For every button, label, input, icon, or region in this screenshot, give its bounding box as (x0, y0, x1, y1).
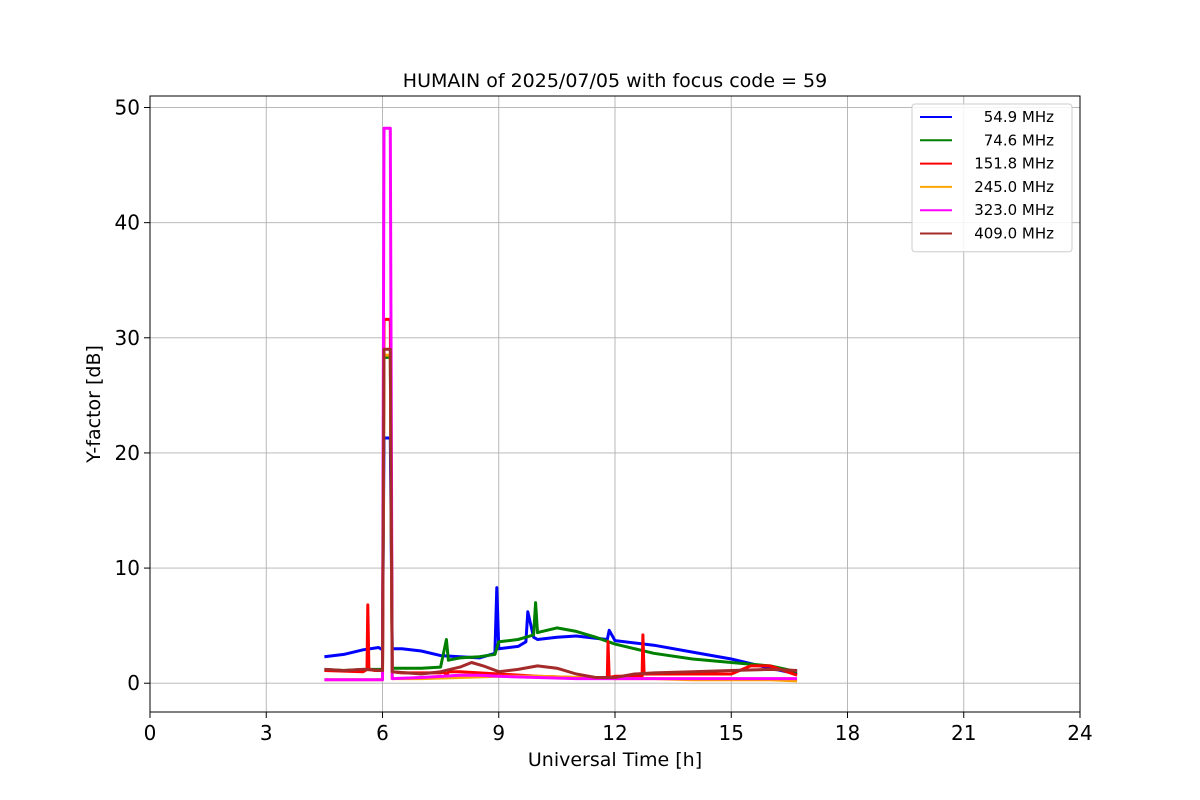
series-lines (324, 126, 798, 683)
y-tick-label: 0 (127, 671, 140, 695)
y-axis-label: Y-factor [dB] (83, 345, 105, 464)
y-tick-label: 20 (115, 441, 140, 465)
series-line-0 (324, 436, 798, 676)
legend: 54.9 MHz 74.6 MHz 151.8 MHz 245.0 MHz 323.0 … (911, 103, 1073, 253)
chart-title: HUMAIN of 2025/07/05 with focus code = 5… (403, 70, 827, 92)
y-tick-label: 40 (115, 211, 140, 235)
y-tick-label: 10 (115, 556, 140, 580)
x-tick-label: 12 (602, 721, 627, 745)
legend-label-1: 74.6 MHz (984, 131, 1054, 149)
series-line-5 (324, 347, 798, 679)
x-tick-label: 3 (260, 721, 273, 745)
series-line-2 (324, 317, 798, 679)
series-line-4 (324, 126, 798, 682)
legend-label-3: 245.0 MHz (974, 178, 1054, 196)
y-axis-ticks: 0 10 20 30 40 50 (115, 96, 150, 695)
x-tick-label: 0 (144, 721, 157, 745)
x-axis-label: Universal Time [h] (528, 749, 702, 771)
x-tick-label: 24 (1067, 721, 1092, 745)
series-line-1 (324, 355, 798, 674)
legend-label-2: 151.8 MHz (974, 155, 1054, 173)
x-tick-label: 18 (835, 721, 860, 745)
x-tick-label: 6 (376, 721, 389, 745)
legend-label-0: 54.9 MHz (984, 108, 1054, 126)
y-tick-label: 50 (115, 96, 140, 120)
x-tick-label: 15 (719, 721, 744, 745)
x-tick-label: 9 (492, 721, 505, 745)
plot-frame (149, 95, 1081, 713)
series-line-3 (324, 353, 798, 683)
x-tick-label: 21 (951, 721, 976, 745)
y-tick-label: 30 (115, 326, 140, 350)
x-axis-ticks: 0 3 6 9 12 15 18 21 24 (144, 712, 1093, 745)
legend-label-5: 409.0 MHz (974, 225, 1054, 243)
legend-label-4: 323.0 MHz (974, 201, 1054, 219)
